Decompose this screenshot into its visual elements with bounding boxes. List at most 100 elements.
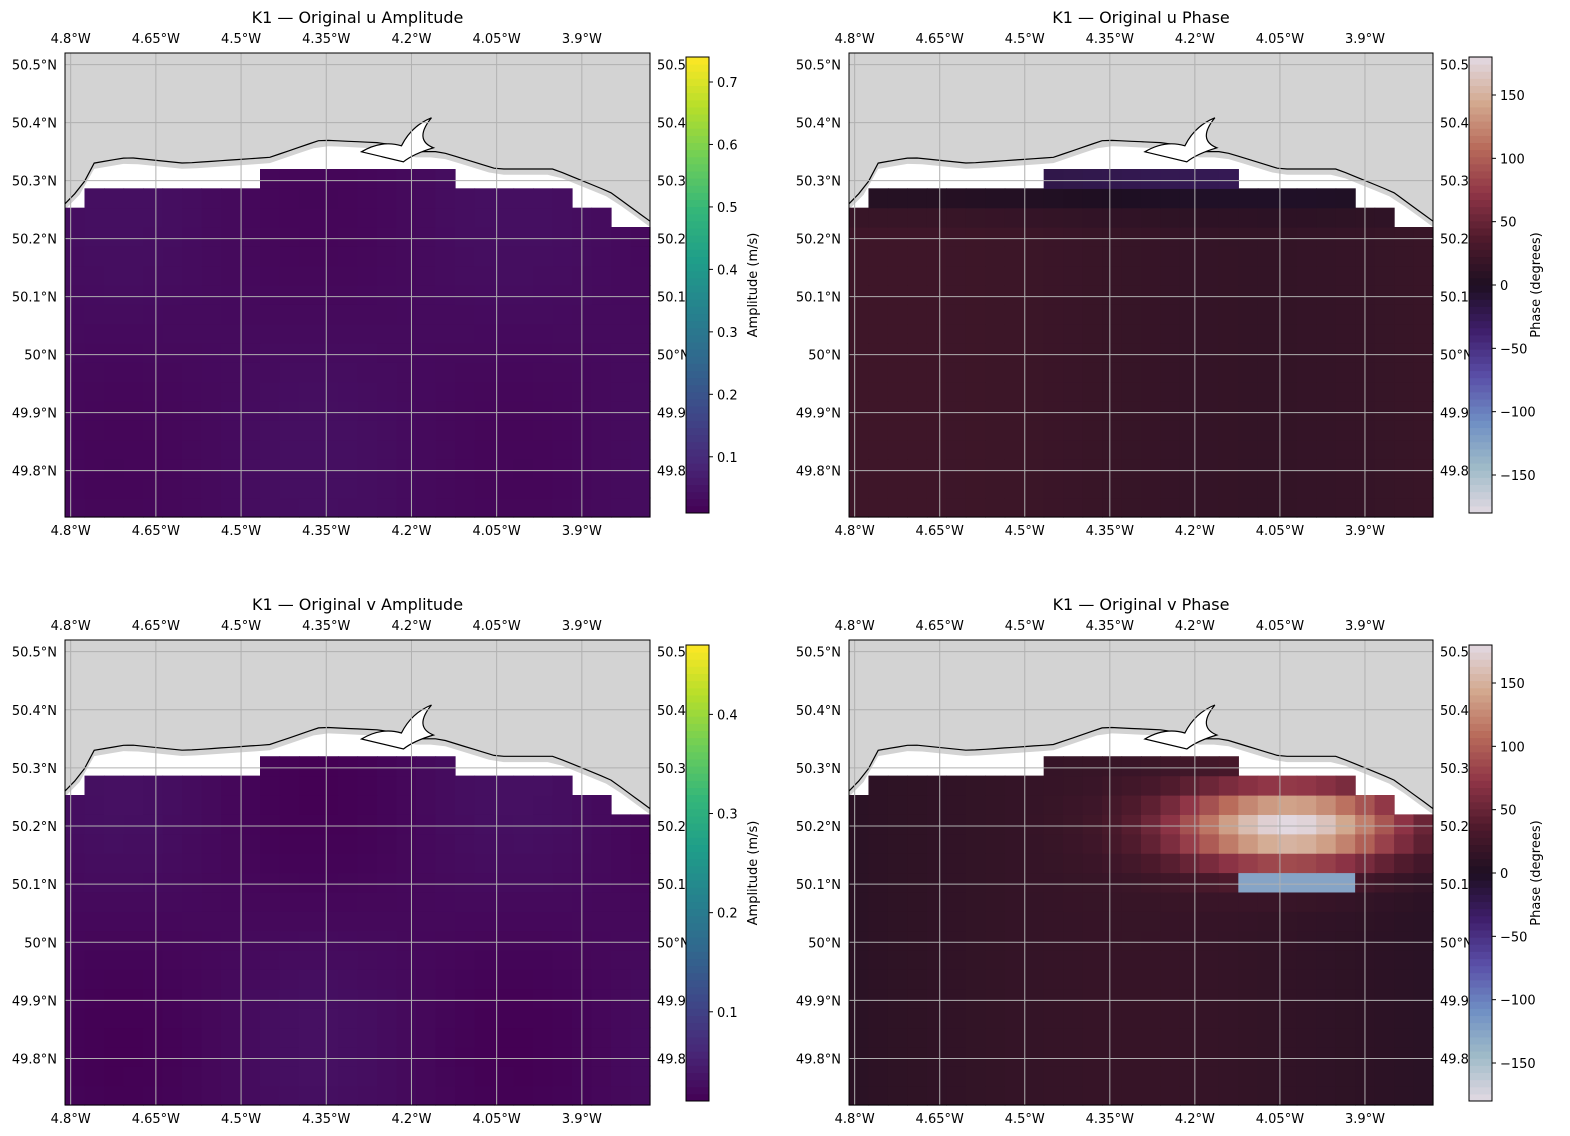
heatmap-cell — [1082, 362, 1103, 383]
x-tick-label-top: 3.9°W — [562, 619, 602, 634]
heatmap-cell — [1179, 1046, 1200, 1067]
heatmap-cell — [513, 833, 534, 854]
heatmap-cell — [849, 381, 870, 402]
heatmap-cell — [907, 891, 928, 912]
heatmap-cell — [338, 1008, 359, 1029]
heatmap-cell — [416, 459, 437, 479]
heatmap-cell — [143, 1085, 164, 1106]
heatmap-cell — [474, 304, 495, 325]
colorbar-frame — [685, 56, 710, 514]
heatmap-cell — [1257, 853, 1278, 874]
heatmap-cell — [1413, 853, 1434, 874]
heatmap-cell — [338, 323, 359, 344]
heatmap-cell — [946, 265, 967, 286]
heatmap-cell — [868, 246, 889, 267]
colorbar-segment — [686, 1065, 709, 1074]
heatmap-cell — [1199, 814, 1220, 835]
heatmap-cell — [1141, 1085, 1162, 1106]
heatmap-cell — [926, 1046, 947, 1067]
heatmap-cell — [946, 207, 967, 228]
heatmap-cell — [65, 988, 86, 1009]
colorbar-segment — [686, 498, 709, 507]
heatmap-cell — [84, 1027, 105, 1048]
heatmap-cell — [1121, 169, 1142, 189]
heatmap-cell — [926, 459, 947, 479]
colorbar-segment — [686, 292, 709, 300]
heatmap-cell — [887, 420, 908, 441]
heatmap-cell — [1374, 381, 1395, 402]
colorbar-segment — [1469, 1008, 1492, 1017]
y-tick-label-right: 49.8 — [657, 1053, 686, 1068]
heatmap-cell — [1121, 401, 1142, 421]
heatmap-cell — [1277, 795, 1298, 815]
heatmap-cell — [1199, 872, 1220, 893]
colorbar-segment — [1469, 1093, 1492, 1102]
heatmap-cell — [1004, 401, 1025, 421]
heatmap-cell — [279, 207, 300, 228]
heatmap-cell — [1043, 401, 1064, 421]
heatmap-cell — [201, 227, 222, 247]
heatmap-cell — [513, 207, 534, 228]
heatmap-cell — [1335, 988, 1356, 1009]
heatmap-cell — [1199, 381, 1220, 402]
heatmap-cell — [396, 304, 417, 325]
heatmap-cell — [396, 265, 417, 286]
heatmap-cell — [1160, 891, 1181, 912]
y-tick-label-left: 49.9°N — [796, 994, 841, 1009]
heatmap-cell — [907, 950, 928, 970]
heatmap-cell — [868, 265, 889, 286]
heatmap-cell — [1257, 950, 1278, 970]
heatmap-cell — [1277, 775, 1298, 796]
x-tick-label-top: 4.5°W — [221, 32, 261, 47]
heatmap-cell — [377, 343, 398, 363]
heatmap-cell — [65, 401, 86, 421]
colorbar-segment — [686, 673, 709, 682]
heatmap-cell — [1024, 969, 1045, 990]
heatmap-cell — [201, 1027, 222, 1048]
heatmap-cell — [1257, 265, 1278, 286]
heatmap-cell — [455, 1046, 476, 1067]
heatmap-cell — [1121, 246, 1142, 267]
heatmap-cell — [1063, 478, 1084, 499]
heatmap-cell — [591, 1046, 612, 1067]
heatmap-cell — [591, 323, 612, 344]
heatmap-cell — [1413, 362, 1434, 383]
heatmap-cell — [1218, 891, 1239, 912]
heatmap-cell — [396, 169, 417, 189]
heatmap-cell — [1121, 853, 1142, 874]
heatmap-cell — [1024, 911, 1045, 932]
heatmap-cell — [221, 1008, 242, 1029]
heatmap-cell — [435, 362, 456, 383]
heatmap-cell — [260, 872, 281, 893]
heatmap-cell — [338, 459, 359, 479]
heatmap-cell — [494, 401, 515, 421]
heatmap-cell — [946, 891, 967, 912]
x-tick-label-top: 4.05°W — [1256, 32, 1304, 47]
heatmap-cell — [84, 795, 105, 815]
colorbar-segment — [1469, 709, 1492, 717]
heatmap-cell — [1179, 401, 1200, 421]
heatmap-cell — [1024, 1046, 1045, 1067]
heatmap-cell — [887, 362, 908, 383]
heatmap-cell — [357, 930, 378, 951]
heatmap-cell — [494, 988, 515, 1009]
colorbar-segment — [686, 737, 709, 746]
heatmap-cell — [260, 969, 281, 990]
heatmap-cell — [1082, 1046, 1103, 1067]
heatmap-cell — [182, 227, 203, 247]
heatmap-cell — [1199, 246, 1220, 267]
colorbar-tick-label: 50 — [1500, 216, 1517, 231]
heatmap-cell — [143, 853, 164, 874]
heatmap-cell — [630, 401, 651, 421]
heatmap-cell — [1296, 381, 1317, 402]
heatmap-cell — [1102, 1008, 1123, 1029]
heatmap-cell — [416, 362, 437, 383]
heatmap-cell — [868, 459, 889, 479]
colorbar-segment — [686, 99, 709, 108]
colorbar-segment — [1469, 498, 1492, 507]
heatmap-cell — [1394, 1066, 1415, 1087]
heatmap-cell — [123, 872, 144, 893]
heatmap-cell — [591, 439, 612, 460]
heatmap-cell — [926, 227, 947, 247]
colorbar-tick-label: 150 — [1500, 89, 1525, 104]
